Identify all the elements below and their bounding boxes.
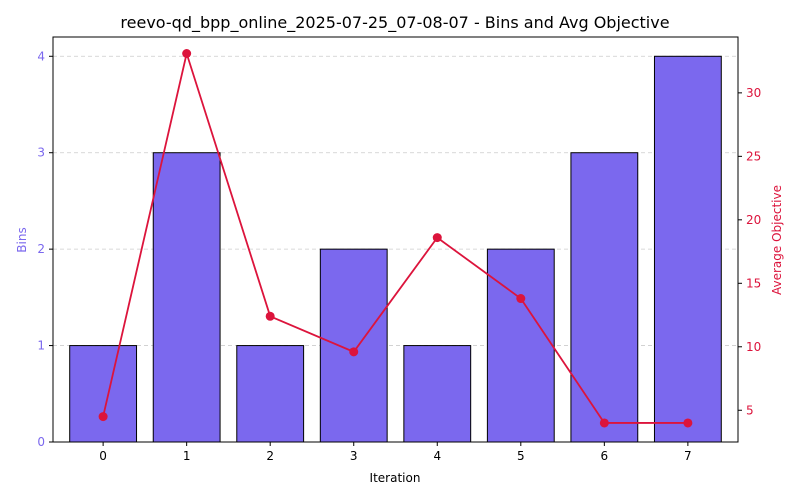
line-series [98, 49, 693, 428]
bar-3 [319, 248, 388, 443]
plot-frame [52, 36, 739, 443]
y-right-tick-label: 5 [746, 403, 754, 417]
bar-6 [570, 152, 639, 443]
avg-objective-point-5 [516, 294, 526, 304]
avg-objective-line [102, 50, 688, 424]
x-axis-ticks: 0 1 2 3 4 5 6 7 [99, 442, 692, 463]
avg-objective-point-6 [599, 418, 609, 428]
y-left-tick-label: 4 [37, 49, 45, 63]
x-tick-label: 2 [266, 449, 274, 463]
y-left-tick-label: 1 [37, 339, 45, 353]
avg-objective-point-2 [265, 311, 275, 321]
y-left-tick-label: 3 [37, 146, 45, 160]
y-right-tick-label: 15 [746, 276, 761, 290]
avg-objective-point-7 [683, 418, 693, 428]
y-left-tick-label: 2 [37, 242, 45, 256]
bar-5 [486, 248, 555, 443]
y-right-tick-label: 30 [746, 86, 761, 100]
x-tick-label: 3 [350, 449, 358, 463]
bar-0 [69, 345, 138, 443]
x-axis-label: Iteration [370, 471, 421, 485]
x-tick-label: 4 [433, 449, 441, 463]
avg-objective-point-0 [98, 412, 108, 422]
y-right-tick-label: 20 [746, 213, 761, 227]
avg-objective-point-3 [349, 347, 359, 357]
y-left-axis-label: Bins [15, 227, 29, 252]
bar-4 [403, 345, 472, 443]
avg-objective-point-4 [432, 233, 442, 243]
chart-title: reevo-qd_bpp_online_2025-07-25_07-08-07 … [120, 13, 669, 33]
y-right-tick-label: 25 [746, 149, 761, 163]
y-right-axis-label: Average Objective [770, 185, 784, 295]
x-tick-label: 5 [517, 449, 525, 463]
bar-1 [152, 152, 221, 443]
bars [69, 55, 722, 443]
y-left-tick-label: 0 [37, 435, 45, 449]
x-tick-label: 0 [99, 449, 107, 463]
x-tick-label: 7 [684, 449, 692, 463]
x-tick-label: 6 [601, 449, 609, 463]
bar-7 [653, 55, 722, 443]
y-right-tick-label: 10 [746, 340, 761, 354]
bar-2 [236, 345, 305, 443]
avg-objective-point-1 [182, 49, 192, 59]
y-right-axis-ticks: 5 10 15 20 25 30 [738, 86, 761, 417]
x-tick-label: 1 [183, 449, 191, 463]
y-left-axis-ticks: 0 1 2 3 4 [37, 49, 53, 449]
